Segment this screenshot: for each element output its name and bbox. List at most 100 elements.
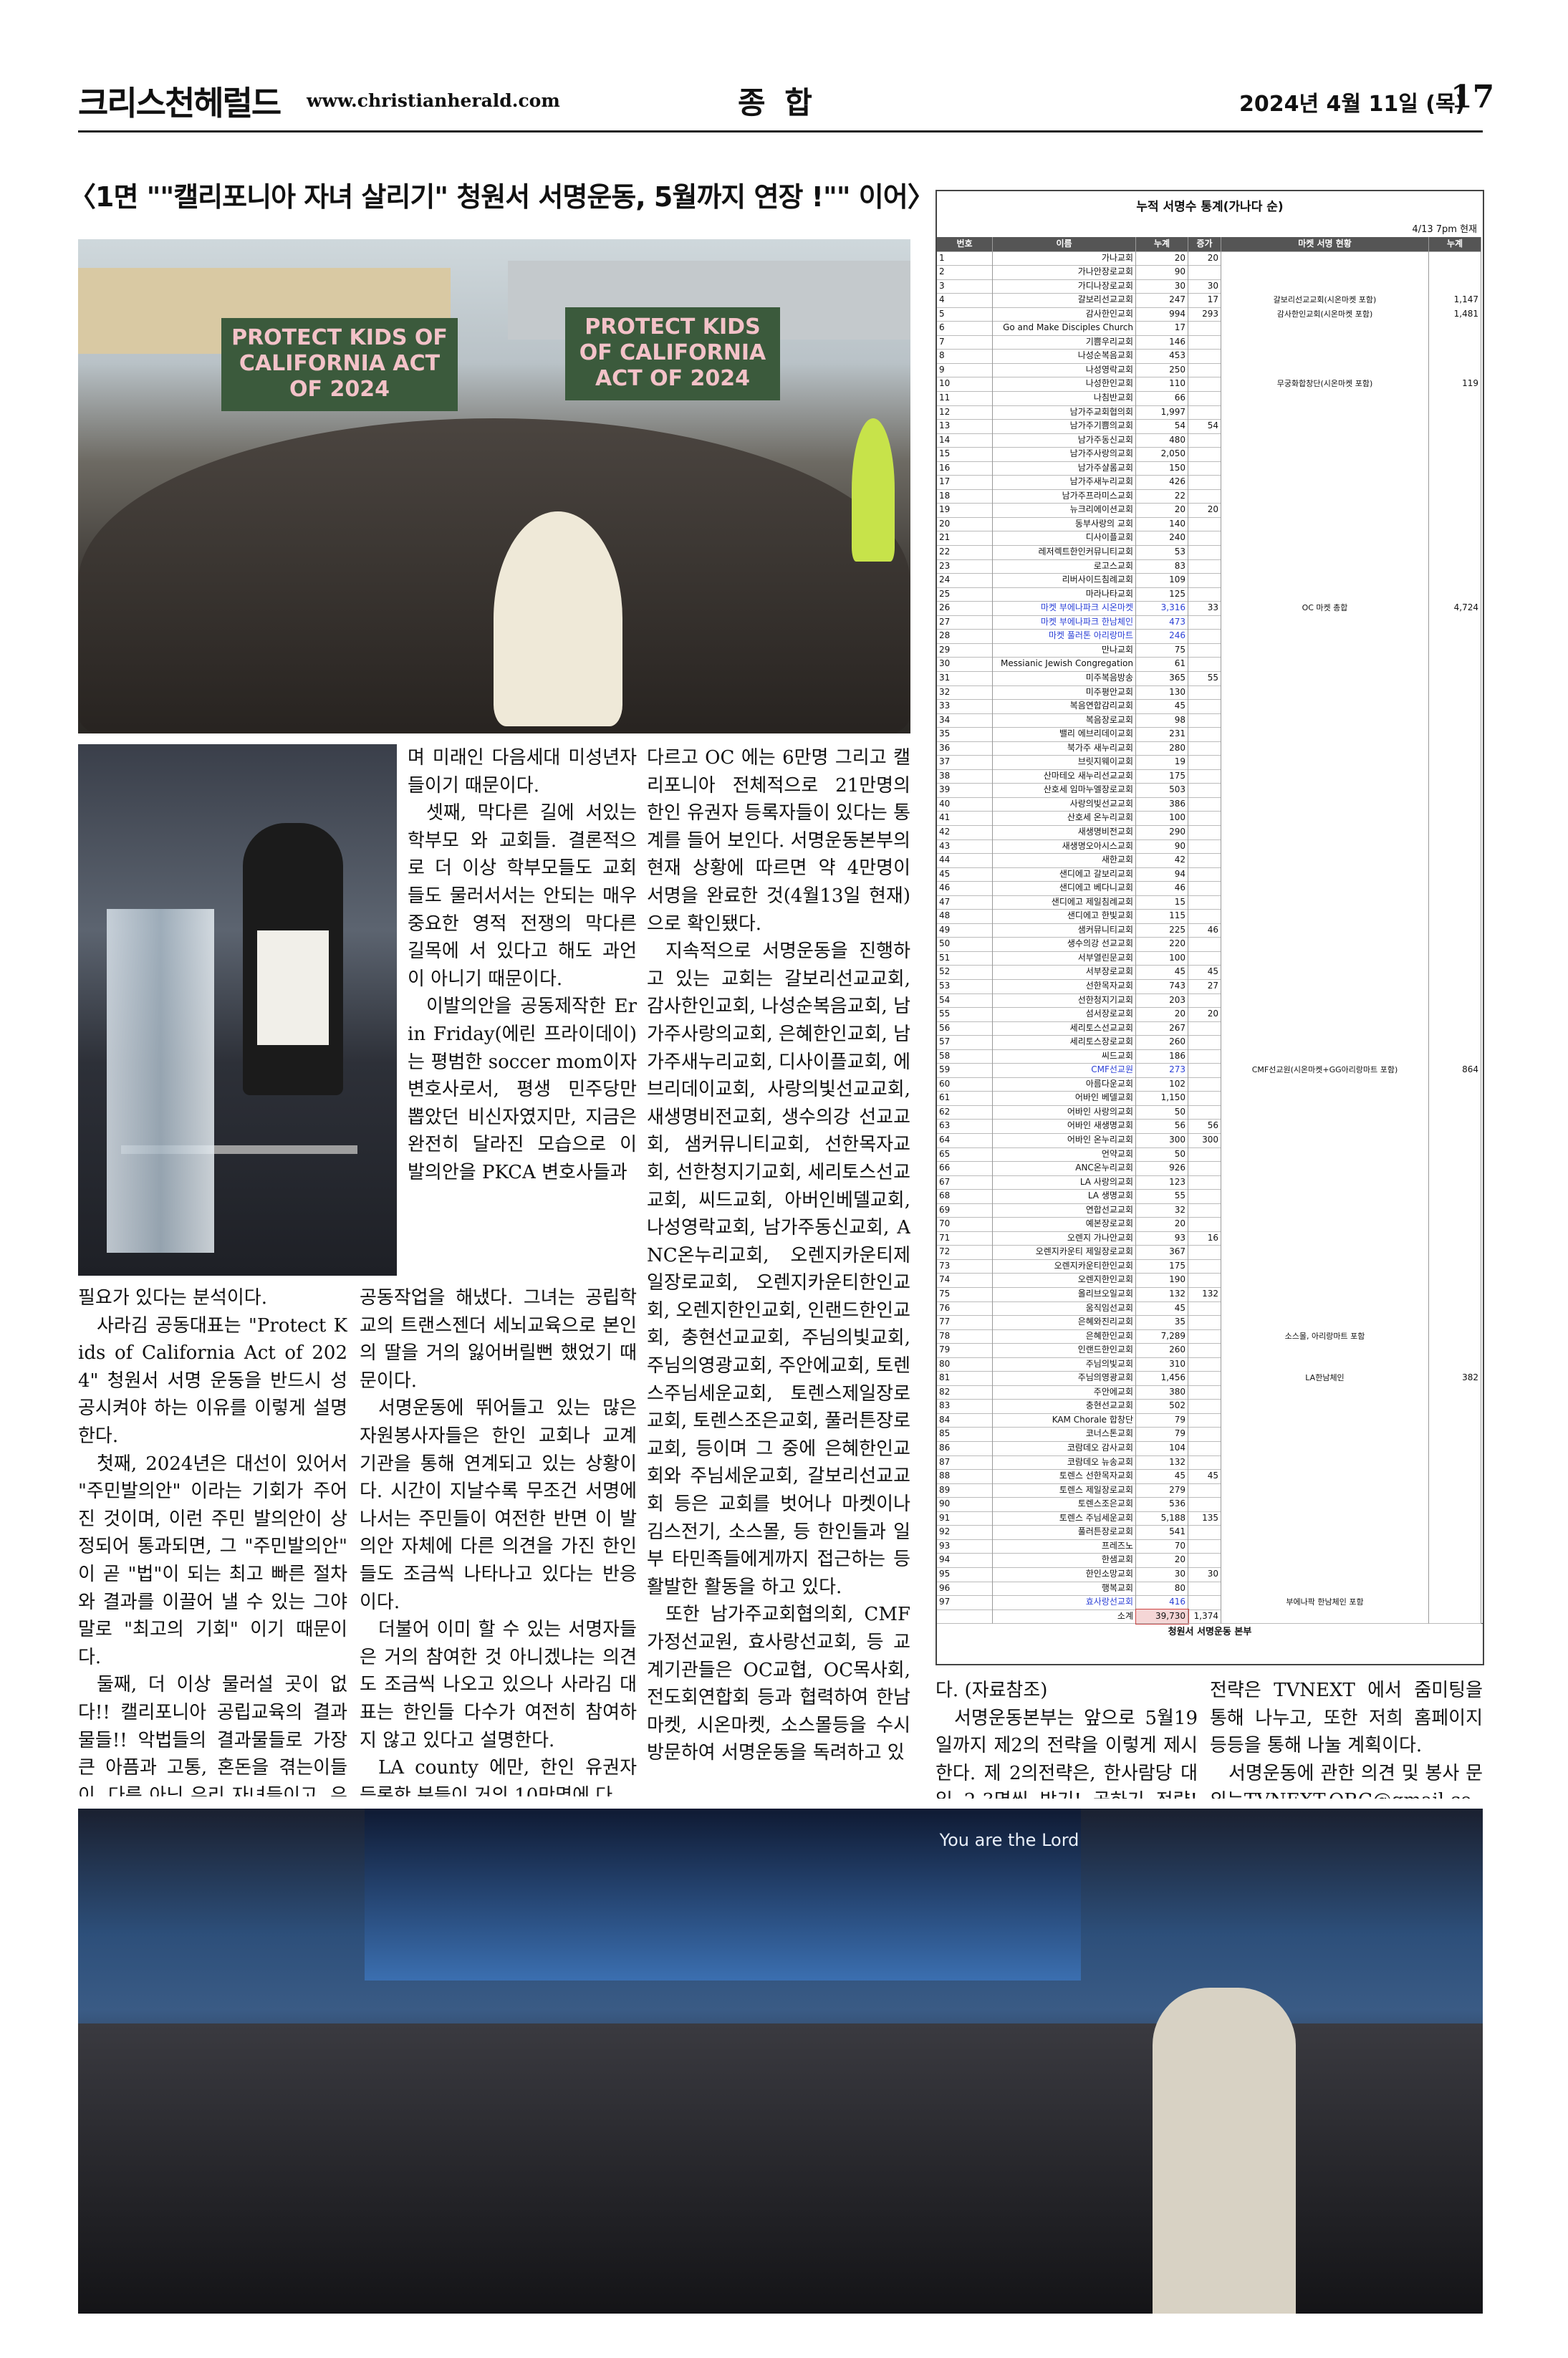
row-total: 365 [1136, 670, 1188, 686]
row-name: 씨드교회 [993, 1049, 1136, 1064]
row-increase: 30 [1188, 1567, 1221, 1582]
empty-cell [1188, 881, 1221, 896]
row-number: 52 [937, 965, 993, 980]
row-name: 섬서장로교회 [993, 1007, 1136, 1022]
row-number: 43 [937, 839, 993, 855]
empty-cell [1429, 1105, 1481, 1120]
empty-cell [1188, 727, 1221, 742]
empty-cell [1221, 1525, 1429, 1540]
empty-cell [1221, 1035, 1429, 1050]
empty-cell [1188, 335, 1221, 350]
empty-cell [1429, 279, 1481, 294]
row-total: 3,316 [1136, 601, 1188, 616]
empty-cell [1221, 1245, 1429, 1260]
empty-cell [1429, 937, 1481, 952]
empty-cell [1221, 1483, 1429, 1498]
paragraph: LA county 에만, 한인 유권자 등록한 분들이 거의 10만명에 다 [360, 1757, 637, 1796]
empty-cell [1429, 1231, 1481, 1246]
empty-cell [1221, 1021, 1429, 1036]
row-number: 75 [937, 1287, 993, 1302]
table-row: 60 아름다운교회 102 [937, 1077, 1483, 1092]
row-name: 세리토스장로교회 [993, 1035, 1136, 1050]
empty-cell [1188, 909, 1221, 924]
empty-cell [1221, 853, 1429, 868]
empty-cell [1429, 1441, 1481, 1456]
row-total: 220 [1136, 937, 1188, 952]
empty-cell [1429, 615, 1481, 630]
empty-cell [1188, 1399, 1221, 1414]
row-total: 146 [1136, 335, 1188, 350]
row-total: 132 [1136, 1455, 1188, 1471]
empty-cell [1429, 516, 1481, 532]
empty-cell [1221, 362, 1429, 378]
row-name: 주안에교회 [993, 1385, 1136, 1400]
empty-cell [1429, 391, 1481, 406]
empty-cell [1221, 1077, 1429, 1092]
empty-cell [1188, 1189, 1221, 1204]
empty-cell [1188, 1357, 1221, 1372]
row-name: 세리토스선교교회 [993, 1021, 1136, 1036]
row-total: 203 [1136, 993, 1188, 1009]
banner: PROTECT KIDS OF CALIFORNIA ACT OF 2024 [221, 318, 458, 411]
site-url: www.christianherald.com [307, 90, 560, 111]
row-total: 130 [1136, 685, 1188, 701]
empty-cell [1221, 1315, 1429, 1330]
column-header: 이름 [993, 237, 1136, 252]
table-footer: 청원서 서명운동 본부 [937, 1623, 1483, 1641]
article-column: 다. (자료참조) 서명운동본부는 앞으로 5월19일까지 제2의 전략을 이렇게… [935, 1677, 1198, 1799]
row-name: 코람데오 감사교회 [993, 1441, 1136, 1456]
row-number: 1 [937, 251, 993, 266]
row-number: 21 [937, 531, 993, 547]
column-header: 증가 [1188, 237, 1221, 252]
row-total: 2,050 [1136, 447, 1188, 462]
row-total: 115 [1136, 909, 1188, 924]
empty-cell [1429, 545, 1481, 560]
empty-cell [1188, 391, 1221, 406]
empty-cell [1429, 447, 1481, 462]
row-name: 나성순복음교회 [993, 349, 1136, 364]
table-row: 19 뉴크리에이션교회 20 20 [937, 503, 1483, 518]
column-header: 누계 [1136, 237, 1188, 252]
empty-cell [1188, 1077, 1221, 1092]
row-name: 산호세 임마누엘장로교회 [993, 783, 1136, 798]
person [494, 511, 622, 726]
table-row: 92 풀러튼장로교회 541 [937, 1525, 1483, 1540]
row-number: 60 [937, 1077, 993, 1092]
empty-cell [1188, 1273, 1221, 1289]
row-increase: 46 [1188, 923, 1221, 938]
row-number: 7 [937, 335, 993, 350]
empty-cell [1221, 1091, 1429, 1106]
row-name: 토렌스조은교회 [993, 1497, 1136, 1512]
table-row: 42 새생명비전교회 290 [937, 824, 1483, 840]
row-number: 61 [937, 1091, 993, 1106]
table-sum-row: 소계 39,730 1,374 [937, 1608, 1483, 1625]
row-name: 어바인 베델교회 [993, 1091, 1136, 1106]
empty-cell [1188, 895, 1221, 910]
row-name: 효사랑선교회 [993, 1595, 1136, 1610]
table-row: 84 KAM Chorale 합창단 79 [937, 1413, 1483, 1428]
row-name: 한샘교회 [993, 1553, 1136, 1568]
empty-cell [1221, 1539, 1429, 1554]
row-name: 토렌스 제일장로교회 [993, 1483, 1136, 1498]
row-name: 남가주사랑의교회 [993, 447, 1136, 462]
table-row: 15 남가주사랑의교회 2,050 [937, 447, 1483, 462]
empty-cell [1188, 1581, 1221, 1597]
photo-rally: PROTECT KIDS OF CALIFORNIA ACT OF 2024 P… [78, 239, 910, 733]
table-row: 35 밸리 에브리데이교회 231 [937, 727, 1483, 742]
table-row: 93 프레즈노 70 [937, 1539, 1483, 1554]
row-name: 나성한인교회 [993, 377, 1136, 393]
row-total: 140 [1136, 516, 1188, 532]
empty-cell [1429, 1049, 1481, 1064]
market-name: CMF선교원(시온마켓+GG아리랑마트 포함) [1221, 1063, 1429, 1078]
empty-cell [1429, 811, 1481, 826]
row-total: 231 [1136, 727, 1188, 742]
row-number: 40 [937, 797, 993, 812]
empty-cell [1221, 755, 1429, 770]
empty-cell [1221, 1581, 1429, 1597]
column-header: 누계 [1429, 237, 1481, 252]
row-total: 53 [1136, 545, 1188, 560]
row-name: 사랑의빛선교교회 [993, 797, 1136, 812]
row-increase: 20 [1188, 503, 1221, 518]
empty-cell [1188, 573, 1221, 588]
row-name: 오렌지카운티 제일장로교회 [993, 1245, 1136, 1260]
